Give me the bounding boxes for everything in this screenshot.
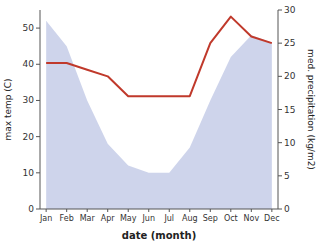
y2-tick: [278, 76, 282, 77]
x-tick-label: Jun: [141, 214, 155, 223]
y-tick: [36, 136, 40, 137]
temp-area: [46, 21, 272, 209]
x-tick: [210, 209, 211, 212]
y-tick: [36, 100, 40, 101]
x-tick: [148, 209, 149, 212]
y2-tick-label: 10: [284, 138, 296, 148]
y-tick-label: 0: [28, 204, 34, 214]
x-tick-label: Dec: [264, 214, 279, 223]
y-tick-label: 30: [23, 95, 35, 105]
y-tick: [36, 209, 40, 210]
precip-line: [46, 17, 272, 97]
x-tick: [189, 209, 190, 212]
x-tick: [107, 209, 108, 212]
x-tick: [66, 209, 67, 212]
x-tick-label: Feb: [60, 214, 74, 223]
x-tick-label: Oct: [224, 214, 238, 223]
y2-tick-label: 25: [284, 38, 295, 48]
y2-tick: [278, 43, 282, 44]
chart: 0 10 20 30 40 50 0 5 10 15 20 25 30 Jan Feb Mar Apr May Ju…: [0, 0, 318, 247]
y2-tick: [278, 109, 282, 110]
y-tick-label: 10: [23, 168, 35, 178]
y2-tick-label: 5: [284, 171, 290, 181]
y-axis-line: [40, 10, 41, 209]
y2-tick: [278, 10, 282, 11]
x-axis-line: [40, 209, 278, 210]
y2-tick-label: 15: [284, 105, 295, 115]
y2-tick-label: 30: [284, 5, 296, 15]
plot-area: [46, 17, 272, 209]
x-tick-label: May: [120, 214, 137, 223]
y-tick-label: 20: [23, 132, 35, 142]
y2-axis-label: med. precipitation (kg/m2): [306, 49, 316, 170]
x-tick: [230, 209, 231, 212]
x-tick-label: Aug: [182, 214, 198, 223]
y2-tick: [278, 175, 282, 176]
y-axis-label: max temp (C): [3, 78, 13, 140]
y-tick: [36, 172, 40, 173]
x-tick-label: Sep: [203, 214, 218, 223]
y-tick-label: 50: [23, 23, 35, 33]
x-tick: [271, 209, 272, 212]
y-tick-label: 40: [23, 59, 35, 69]
y2-tick-label: 0: [284, 204, 290, 214]
x-tick: [87, 209, 88, 212]
y2-tick-label: 20: [284, 71, 296, 81]
x-tick: [169, 209, 170, 212]
x-tick-label: Jan: [39, 214, 52, 223]
x-tick-label: Mar: [80, 214, 96, 223]
x-axis-label: date (month): [122, 230, 196, 241]
x-tick: [46, 209, 47, 212]
y-tick: [36, 64, 40, 65]
x-tick-label: Jul: [163, 214, 174, 223]
y2-tick: [278, 142, 282, 143]
x-tick: [128, 209, 129, 212]
x-tick: [251, 209, 252, 212]
y2-tick: [278, 209, 282, 210]
y-tick: [36, 28, 40, 29]
chart-container: 0 10 20 30 40 50 0 5 10 15 20 25 30 Jan Feb Mar Apr May Ju…: [0, 0, 318, 247]
x-tick-label: Nov: [244, 214, 260, 223]
x-tick-label: Apr: [101, 214, 116, 223]
